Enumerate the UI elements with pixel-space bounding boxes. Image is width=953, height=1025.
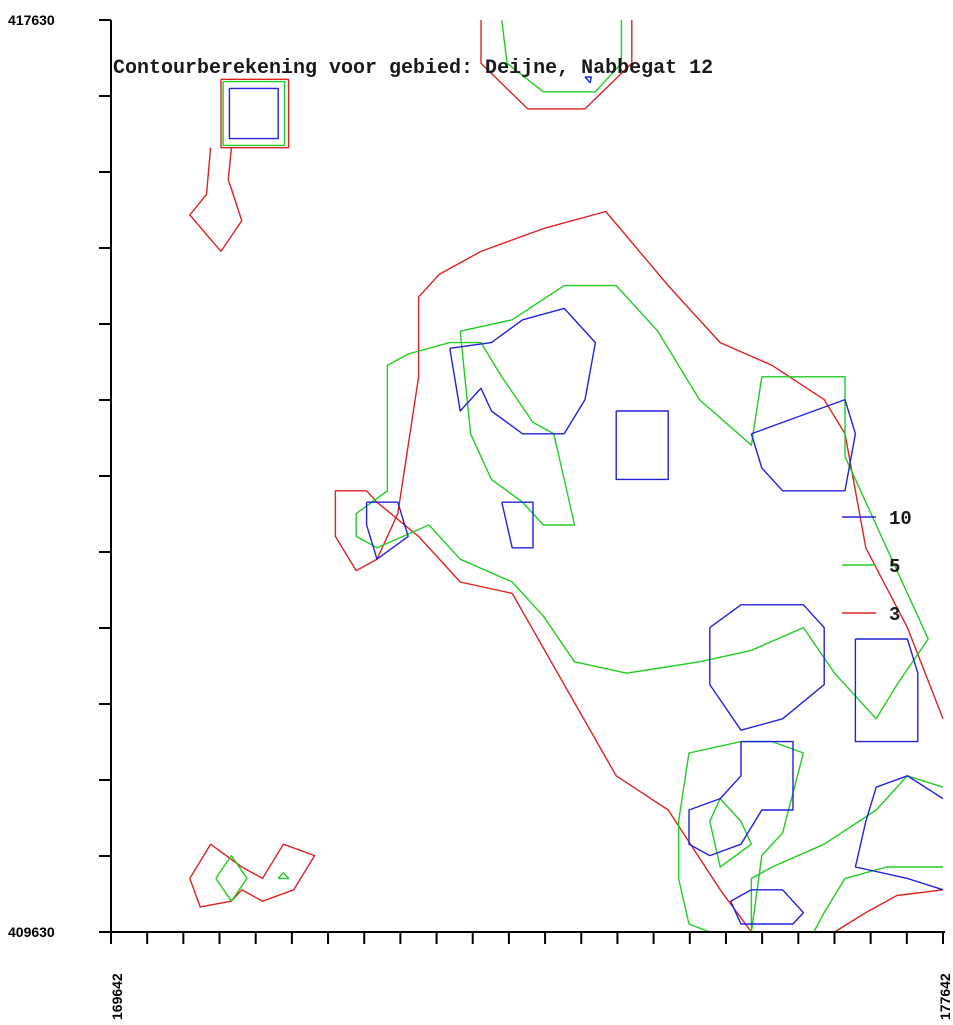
contour-line-level-3 [835,890,943,932]
contour-line-level-10 [616,411,668,479]
contour-line-level-5 [710,799,752,867]
contour-line-level-5 [216,856,247,902]
y-tick-label-top: 417630 [8,12,55,28]
contour-line-level-3 [190,844,315,907]
contour-line-level-10 [751,400,855,491]
contour-line-level-5 [502,20,622,92]
x-tick-label-left: 169642 [109,973,125,1020]
contour-line-level-10 [855,639,917,742]
contour-line-level-5 [356,286,928,719]
legend-label-5: 5 [889,556,900,578]
contour-line-level-10 [855,776,943,890]
contour-line-level-5 [814,867,943,932]
y-tick-label-bottom: 409630 [8,924,55,940]
chart-title: Contourberekening voor gebied: Deijne, N… [113,57,713,80]
contour-line-level-10 [450,308,596,433]
contour-line-level-5 [751,776,943,932]
contour-line-level-5 [223,82,284,146]
contour-line-level-10 [229,88,278,138]
contour-line-level-3 [335,212,943,933]
contour-line-level-10 [710,605,824,730]
contour-lines [190,20,943,932]
legend-label-10: 10 [889,508,912,530]
contour-line-level-5 [278,873,288,879]
contour-line-level-3 [190,148,242,252]
axes: 417630 409630 169642 177642 [8,12,953,1020]
y-ticks [99,20,111,932]
legend-label-3: 3 [889,604,900,626]
x-ticks [111,932,943,944]
x-tick-label-right: 177642 [937,973,953,1020]
